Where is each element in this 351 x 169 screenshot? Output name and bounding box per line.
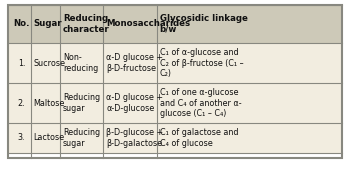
Text: Sugar: Sugar: [34, 19, 62, 29]
Text: Lactose: Lactose: [34, 134, 65, 142]
Bar: [8, 123, 342, 153]
Text: 3.: 3.: [18, 134, 25, 142]
Text: 2.: 2.: [18, 99, 25, 107]
Text: α-D glucose +
β-D-fructose: α-D glucose + β-D-fructose: [106, 53, 163, 73]
Text: Reducing
character: Reducing character: [63, 14, 110, 34]
Bar: [8, 43, 342, 83]
Text: Reducing
sugar: Reducing sugar: [63, 93, 100, 113]
Text: Monosaccharides: Monosaccharides: [106, 19, 190, 29]
Text: 1.: 1.: [18, 58, 25, 67]
Text: Glycosidic linkage
b/w: Glycosidic linkage b/w: [160, 14, 247, 34]
Text: α-D glucose +
α-D-glucose: α-D glucose + α-D-glucose: [106, 93, 163, 113]
Text: C₁ of one α-glucose
and C₄ of another α-
glucose (C₁ – C₄): C₁ of one α-glucose and C₄ of another α-…: [160, 88, 241, 118]
Bar: [8, 83, 342, 123]
Text: Reducing
sugar: Reducing sugar: [63, 128, 100, 148]
Text: Non-
reducing: Non- reducing: [63, 53, 98, 73]
Text: β-D-glucose +
β-D-galactose: β-D-glucose + β-D-galactose: [106, 128, 163, 148]
Text: Sucrose: Sucrose: [34, 58, 66, 67]
Bar: [8, 5, 342, 43]
Text: No.: No.: [13, 19, 30, 29]
Text: C₁ of galactose and
C₄ of glucose: C₁ of galactose and C₄ of glucose: [160, 128, 238, 148]
Text: C₁ of α-glucose and
C₂ of β-fructose (C₁ –
C₂): C₁ of α-glucose and C₂ of β-fructose (C₁…: [160, 48, 243, 78]
Text: Maltose: Maltose: [34, 99, 65, 107]
